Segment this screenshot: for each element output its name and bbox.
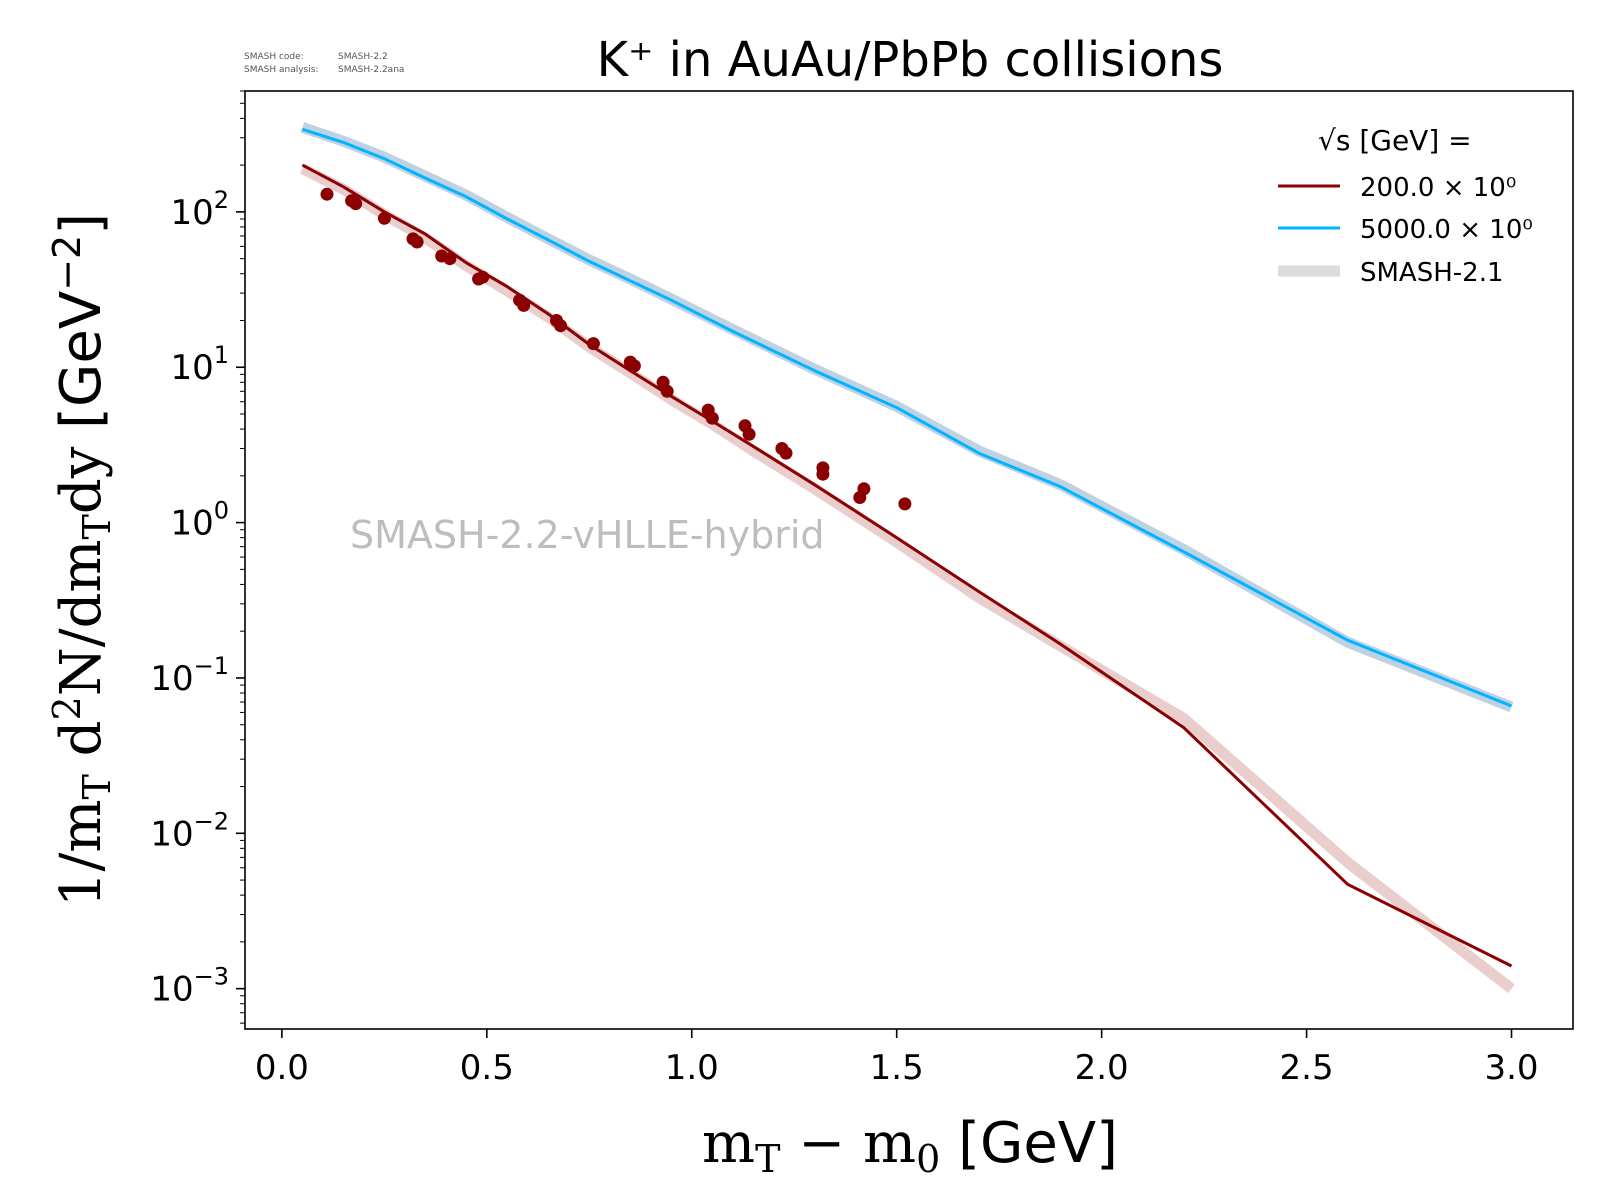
y-tick-label: 10−2 [150,807,229,854]
plot-frame [244,90,1574,1030]
data-point [857,482,871,496]
x-tick-label: 2.0 [1075,1048,1129,1088]
x-tick-label: 0.5 [460,1048,514,1088]
y-tick-label: 102 [170,186,229,233]
data-point [377,211,391,225]
watermark: SMASH-2.2-vHLLE-hybrid [350,513,825,557]
y-tick-label: 10−1 [150,652,229,699]
chart-title: K⁺ in AuAu/PbPb collisions [597,32,1224,88]
data-point [320,187,334,201]
legend-label-smash21: SMASH-2.1 [1360,258,1504,288]
meta-code-value: SMASH-2.2 [338,52,388,62]
legend-label-5000: 5000.0 × 10⁰ [1360,215,1533,245]
y-tick-label: 10−3 [150,963,229,1010]
series-line-1 [301,127,1513,708]
legend-title: √s [GeV] = [1318,124,1472,157]
x-tick-label: 0.0 [255,1048,309,1088]
data-point [660,384,674,398]
x-tick-label: 3.0 [1484,1048,1538,1088]
data-point [443,252,457,266]
data-point [410,235,424,249]
x-axis-label: mT − m0 [GeV] [702,1111,1118,1181]
data-point [816,467,830,481]
legend: √s [GeV] = 200.0 × 10⁰ 5000.0 × 10⁰ SMAS… [1278,124,1533,288]
data-point [349,197,363,211]
y-tick-label: 100 [170,497,229,544]
x-tick-label: 1.0 [665,1048,719,1088]
meta-analysis-value: SMASH-2.2ana [338,65,404,75]
reference-band-0 [299,163,1515,994]
x-tick-label: 1.5 [870,1048,924,1088]
y-axis-label: 1/mT d2N/dmTdy [GeV−2] [45,213,119,907]
data-point [779,446,793,460]
data-point [742,427,756,441]
svg-text:1/mT d2N/dmTdy [GeV−2]: 1/mT d2N/dmTdy [GeV−2] [45,213,119,907]
svg-text:mT − m0 [GeV]: mT − m0 [GeV] [702,1111,1118,1181]
data-point [705,411,719,425]
data-point [898,497,912,511]
data-point [554,319,568,333]
data-point [627,359,641,373]
data-point [517,298,531,312]
meta-code-label: SMASH code: [244,52,304,62]
meta-analysis-label: SMASH analysis: [244,65,318,75]
data-point [476,270,490,284]
y-tick-label: 101 [170,341,229,388]
legend-label-200: 200.0 × 10⁰ [1360,173,1516,203]
x-tick-label: 2.5 [1280,1048,1334,1088]
data-point [586,337,600,351]
